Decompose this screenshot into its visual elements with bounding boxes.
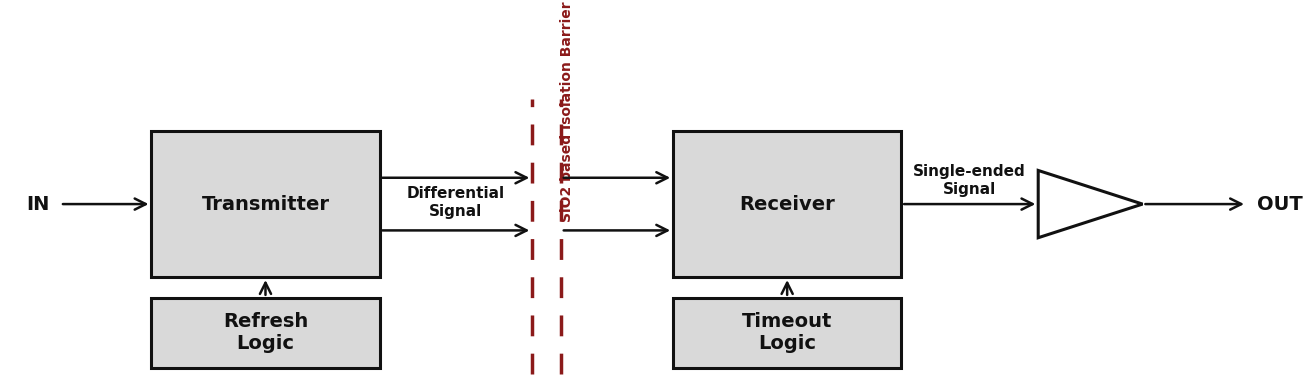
Text: Timeout
Logic: Timeout Logic bbox=[742, 312, 832, 353]
Text: Differential
Signal: Differential Signal bbox=[406, 186, 505, 219]
Bar bbox=[151, 298, 380, 368]
Text: Transmitter: Transmitter bbox=[201, 195, 330, 214]
Text: Single-ended
Signal: Single-ended Signal bbox=[914, 165, 1026, 197]
Bar bbox=[673, 131, 901, 277]
Text: Receiver: Receiver bbox=[739, 195, 835, 214]
Bar bbox=[673, 298, 901, 368]
Text: SiO2 based Isolation Barrier: SiO2 based Isolation Barrier bbox=[560, 1, 575, 222]
Text: IN: IN bbox=[26, 195, 50, 214]
Polygon shape bbox=[1039, 170, 1143, 238]
Text: OUT: OUT bbox=[1257, 195, 1303, 214]
Bar bbox=[151, 131, 380, 277]
Text: Refresh
Logic: Refresh Logic bbox=[222, 312, 308, 353]
